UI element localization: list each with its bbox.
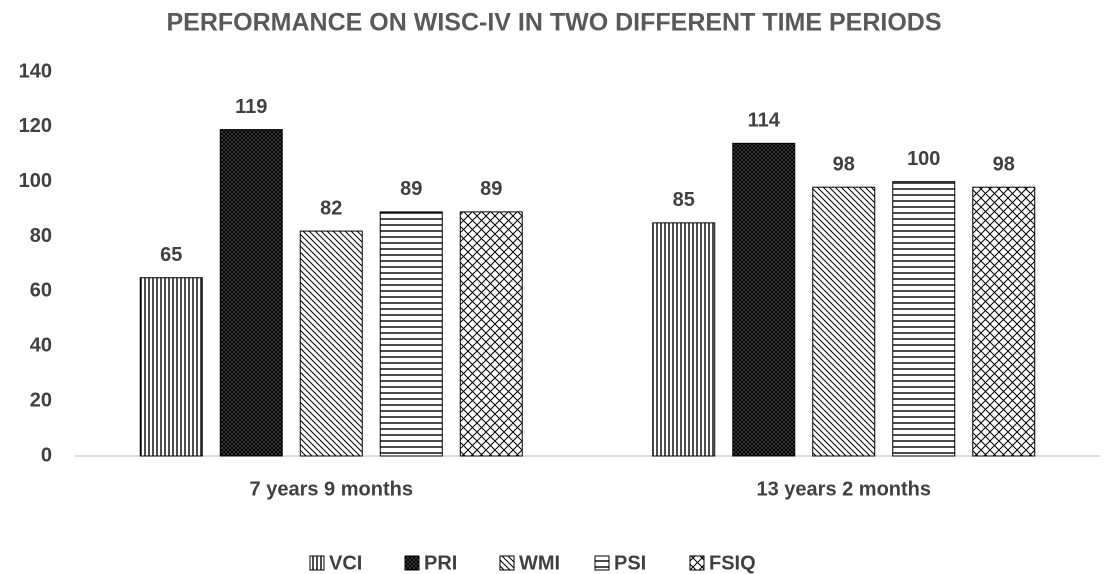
y-tick-label: 140 [19, 60, 52, 82]
data-label: 98 [993, 153, 1015, 175]
y-tick-label: 100 [19, 170, 52, 192]
data-label: 89 [400, 178, 422, 200]
data-label: 119 [235, 96, 267, 118]
legend-swatch [594, 555, 610, 571]
bar [652, 222, 716, 457]
chart-title: PERFORMANCE ON WISC-IV IN TWO DIFFERENT … [167, 9, 942, 37]
legend-swatch [404, 555, 420, 571]
y-tick-label: 0 [41, 444, 52, 466]
bar [812, 186, 876, 457]
x-tick-label: 13 years 2 months [756, 478, 931, 500]
data-label: 65 [160, 244, 182, 266]
legend-label: PSI [614, 552, 646, 574]
data-label: 82 [320, 197, 342, 219]
legend-label: WMI [519, 552, 560, 574]
legend-swatch [499, 555, 515, 571]
data-label: 85 [673, 189, 695, 211]
legend-label: VCI [329, 552, 362, 574]
bar [972, 186, 1036, 457]
bar [459, 211, 523, 457]
data-label: 114 [748, 110, 781, 132]
data-label: 100 [907, 148, 940, 170]
y-tick-label: 60 [30, 280, 52, 302]
legend-label: PRI [424, 552, 457, 574]
data-label: 89 [480, 178, 502, 200]
bar [379, 211, 443, 457]
y-tick-label: 40 [30, 335, 52, 357]
legend-swatch [689, 555, 705, 571]
y-tick-label: 120 [19, 115, 52, 137]
bar [299, 230, 363, 457]
x-tick-label: 7 years 9 months [250, 478, 413, 500]
bar [219, 129, 283, 457]
bar [139, 277, 203, 457]
legend: VCI PRI WMI PSI FSIQ [309, 552, 756, 574]
y-tick-label: 80 [30, 225, 52, 247]
legend-swatch [309, 555, 325, 571]
bar [892, 181, 956, 457]
y-tick-label: 20 [30, 389, 52, 411]
data-label: 98 [833, 153, 855, 175]
bar [732, 142, 796, 457]
legend-label: FSIQ [709, 552, 756, 574]
